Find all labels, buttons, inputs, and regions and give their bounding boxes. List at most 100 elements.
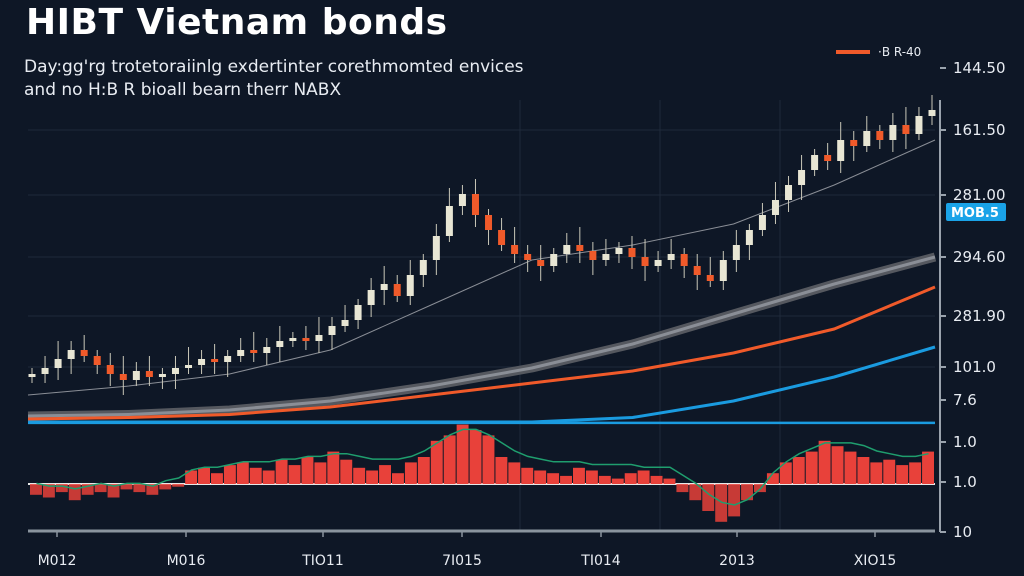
histogram-bar xyxy=(870,462,883,484)
histogram-bar xyxy=(818,440,831,484)
histogram-bar xyxy=(94,484,107,493)
candle-body xyxy=(93,356,101,365)
subtitle-line-1: Day:gg'rg trotetoraiinlg exdertinter cor… xyxy=(24,57,524,77)
legend: ·B R-40 xyxy=(836,45,921,59)
candle-body xyxy=(367,290,375,305)
histogram-bar xyxy=(598,475,611,484)
histogram-bar xyxy=(689,484,702,501)
candle-body xyxy=(498,230,506,245)
candle-body xyxy=(106,365,114,374)
candle-body xyxy=(680,254,688,266)
candle-body xyxy=(67,350,75,359)
candle-body xyxy=(380,284,388,290)
candle-body xyxy=(811,155,819,170)
candle-body xyxy=(406,275,414,296)
candle-body xyxy=(41,368,49,374)
x-tick-label: TI014 xyxy=(580,553,620,569)
candle-body xyxy=(863,131,871,146)
histogram-bar xyxy=(637,470,650,484)
candle-body xyxy=(576,245,584,251)
chart-title: HIBT Vietnam bonds xyxy=(26,2,448,43)
candle-body xyxy=(602,254,610,260)
histogram-bar xyxy=(534,470,547,484)
candle-body xyxy=(928,110,936,116)
candle-body xyxy=(211,359,219,362)
candle-body xyxy=(171,368,179,374)
y-tick-label: 101.0 xyxy=(953,358,996,376)
candle-body xyxy=(889,125,897,140)
histogram-bar xyxy=(159,484,172,490)
histogram-bar xyxy=(185,470,198,484)
candle-body xyxy=(354,305,362,320)
candle-body xyxy=(706,275,714,281)
histogram-bar xyxy=(120,484,133,490)
candle-body xyxy=(589,251,597,260)
histogram-bar xyxy=(560,475,572,484)
candle-body xyxy=(745,230,753,245)
histogram-bar xyxy=(805,451,818,484)
histogram-bar xyxy=(301,457,314,484)
histogram-bar xyxy=(495,457,508,484)
x-tick-label: TIO11 xyxy=(301,553,344,569)
candle-body xyxy=(824,155,832,161)
histogram-bar xyxy=(521,467,534,484)
candle-body xyxy=(471,194,479,215)
candle-body xyxy=(485,215,493,230)
histogram-bar xyxy=(249,467,262,484)
candle-body xyxy=(237,350,245,356)
candle-body xyxy=(758,215,766,230)
histogram-bar xyxy=(883,459,896,484)
candle-body xyxy=(315,335,323,341)
histogram-bar xyxy=(482,435,495,484)
candle-body xyxy=(54,359,62,368)
candle-body xyxy=(132,371,140,380)
candle-body xyxy=(537,260,545,266)
histogram-bar xyxy=(676,484,689,493)
histogram-bar xyxy=(379,465,391,484)
candle-body xyxy=(28,374,36,377)
histogram-bar xyxy=(663,478,676,484)
candle-body xyxy=(667,254,675,260)
x-tick-label: 2013 xyxy=(719,553,755,569)
price-badge-label: MOB.5 xyxy=(951,206,999,221)
candle-body xyxy=(250,350,258,353)
histogram-bar xyxy=(262,470,275,484)
histogram-bar xyxy=(392,473,404,484)
candle-body xyxy=(693,266,701,275)
chart-subtitle: Day:gg'rg trotetoraiinlg exdertinter cor… xyxy=(24,56,524,102)
histogram-bar xyxy=(896,465,909,484)
histogram-bar xyxy=(68,484,81,501)
histogram-bar xyxy=(573,467,585,484)
histogram-bar xyxy=(831,446,844,484)
candle-body xyxy=(145,371,153,377)
y-tick-label: 1.0 xyxy=(953,433,977,451)
histogram-bar xyxy=(42,484,55,498)
histogram-bar xyxy=(236,462,249,484)
histogram-bar xyxy=(469,430,482,484)
histogram-bar xyxy=(741,484,753,501)
histogram-bar xyxy=(327,451,340,484)
candle-body xyxy=(393,284,401,296)
candle-body xyxy=(432,236,440,260)
candle-body xyxy=(263,347,271,353)
y-tick-label: 144.50 xyxy=(953,59,1006,77)
candle-body xyxy=(276,341,284,347)
histogram-bar xyxy=(30,484,42,495)
x-tick-label: 7I015 xyxy=(442,553,482,569)
y-tick-label: 10 xyxy=(953,523,972,541)
candle-body xyxy=(550,254,558,266)
histogram-bar xyxy=(650,475,663,484)
y-tick-label: 7.6 xyxy=(953,391,977,409)
y-tick-label: 1.0 xyxy=(953,473,977,491)
ma-orange-line xyxy=(27,285,936,421)
histogram-bar xyxy=(728,484,741,517)
candle-body xyxy=(458,194,466,206)
histogram-bar xyxy=(547,473,560,484)
grid xyxy=(28,100,935,530)
histogram-bar xyxy=(211,473,223,484)
histogram-bar xyxy=(172,484,185,487)
candle-body xyxy=(902,125,910,134)
histogram-bar xyxy=(754,484,766,493)
histogram-bar xyxy=(857,457,870,484)
